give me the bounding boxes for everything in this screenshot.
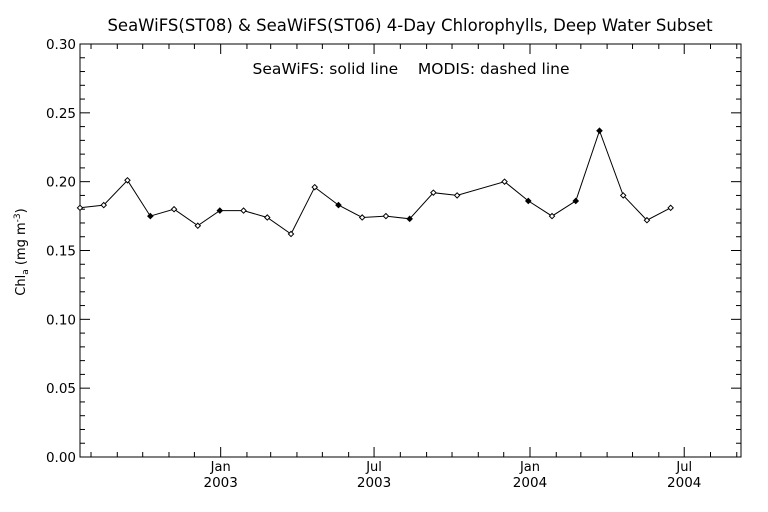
data-point xyxy=(382,212,390,220)
data-point xyxy=(406,215,413,223)
y-axis-label-close: ) xyxy=(14,208,29,213)
y-tick-label: 0.30 xyxy=(46,37,76,53)
y-axis-label: Chla (mg m-3) xyxy=(13,208,31,295)
x-tick-label-year: 2003 xyxy=(357,475,391,491)
data-point xyxy=(216,207,224,214)
data-point xyxy=(548,212,556,220)
y-axis-label-main: Chl xyxy=(14,275,29,296)
y-tick-label: 0.10 xyxy=(46,312,76,328)
x-tick-label-month: Jan xyxy=(210,460,231,475)
data-point xyxy=(501,178,508,185)
legend-annotation: SeaWiFS: solid line MODIS: dashed line xyxy=(253,60,570,78)
x-tick-label-year: 2004 xyxy=(513,475,547,491)
data-point xyxy=(572,197,580,205)
y-tick-label: 0.15 xyxy=(46,244,76,260)
data-point xyxy=(147,212,154,220)
data-point xyxy=(335,201,342,209)
data-point xyxy=(76,204,84,212)
data-point xyxy=(596,127,603,135)
data-point xyxy=(358,214,366,221)
data-point xyxy=(124,176,131,184)
y-tick-label: 0.20 xyxy=(46,175,76,191)
chart-title: SeaWiFS(ST08) & SeaWiFS(ST06) 4-Day Chlo… xyxy=(107,16,713,35)
data-point xyxy=(524,197,532,205)
y-axis-label-units: (mg m xyxy=(14,222,29,265)
y-tick-label: 0.00 xyxy=(46,450,76,466)
data-point xyxy=(194,222,202,230)
y-axis: 0.00 0.05 0.10 0.15 0.20 0.25 0.30 xyxy=(46,37,741,466)
data-point xyxy=(453,192,461,199)
data-point xyxy=(311,183,319,191)
series-line xyxy=(79,129,671,235)
data-point xyxy=(240,207,247,214)
x-tick-label-year: 2003 xyxy=(203,475,237,491)
data-point xyxy=(667,204,674,212)
y-tick-label: 0.05 xyxy=(46,381,76,397)
data-point xyxy=(100,201,108,209)
data-point xyxy=(170,205,178,213)
data-point xyxy=(619,192,627,199)
y-axis-label-sup: -3 xyxy=(13,213,23,222)
data-point xyxy=(430,189,437,196)
data-point xyxy=(263,214,271,221)
x-tick-label-month: Jan xyxy=(519,460,540,475)
x-tick-label-month: Jul xyxy=(365,460,382,475)
series-layer xyxy=(76,127,674,238)
x-tick-label-year: 2004 xyxy=(667,475,701,491)
data-point xyxy=(643,216,651,224)
y-axis-label-sub: a xyxy=(21,269,31,275)
y-tick-label: 0.25 xyxy=(46,106,76,122)
plot-frame xyxy=(79,43,742,458)
data-point xyxy=(287,230,295,238)
x-tick-label-month: Jul xyxy=(675,460,692,475)
